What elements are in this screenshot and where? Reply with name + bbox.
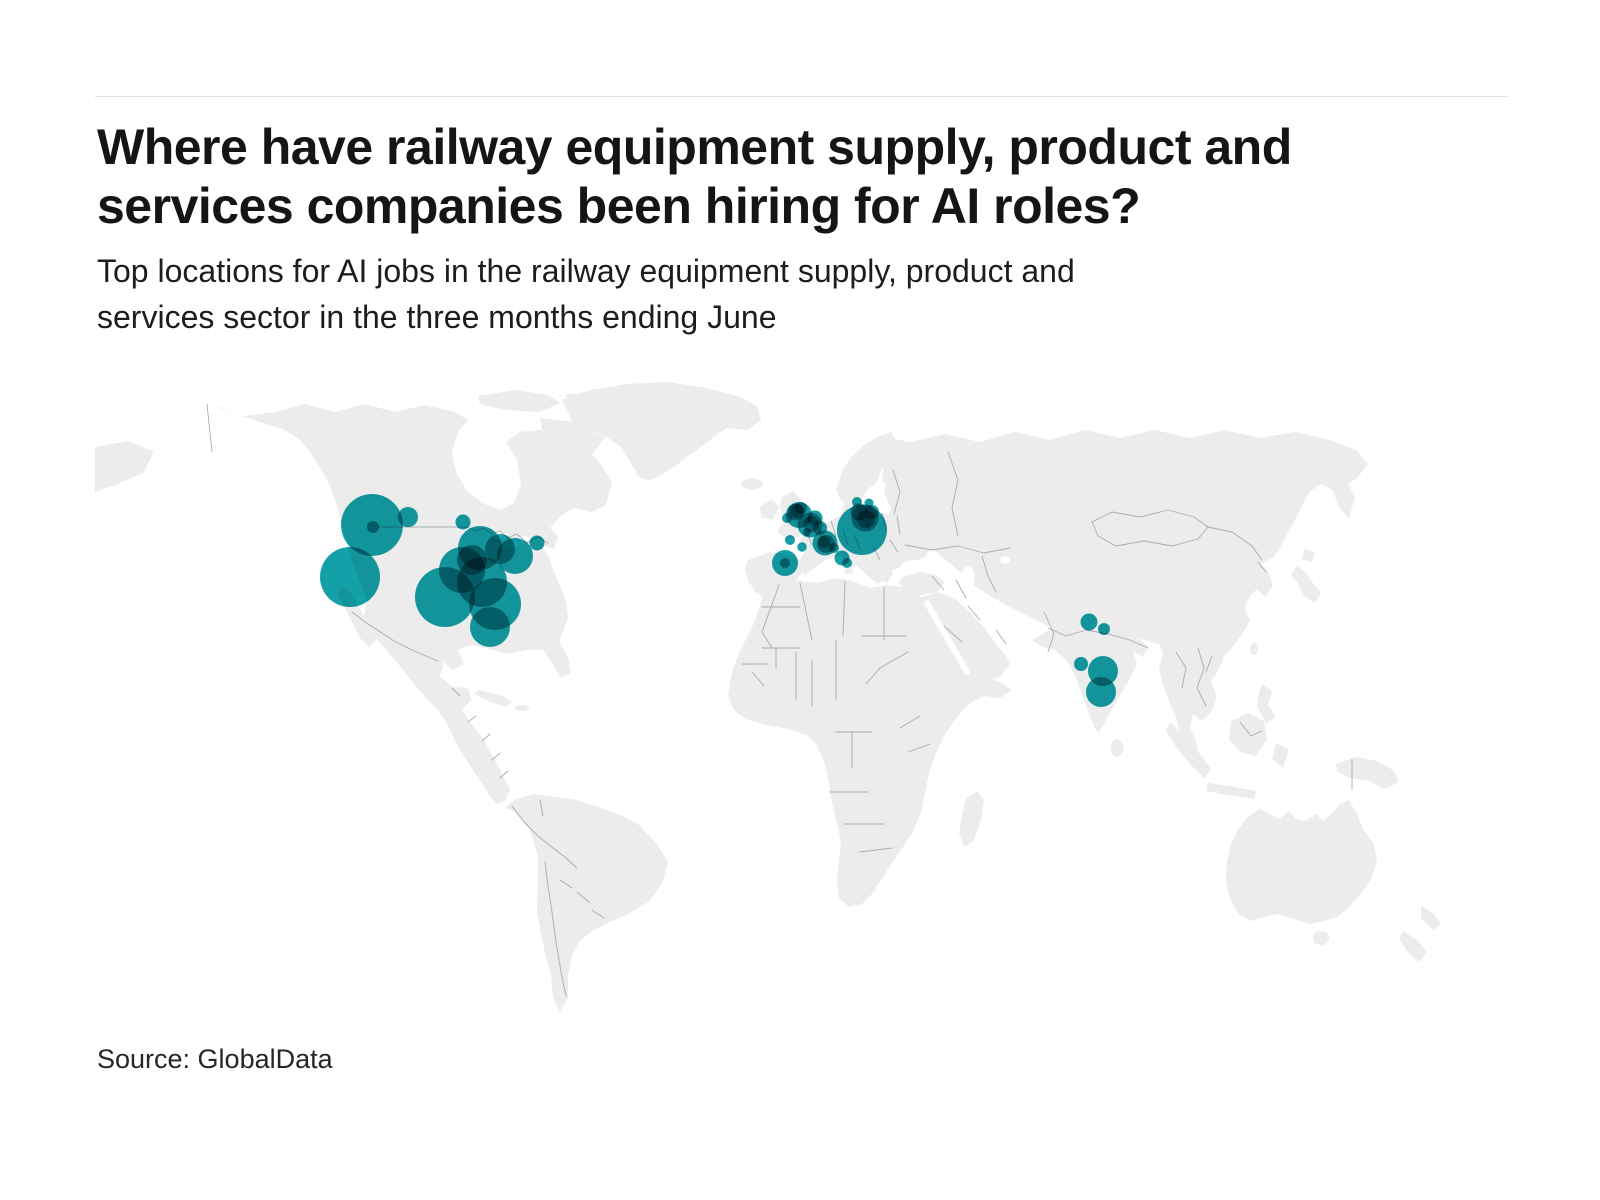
chart-title: Where have railway equipment supply, pro… <box>97 119 1292 234</box>
landmasses <box>95 382 1441 1012</box>
map-bubble <box>497 538 533 574</box>
map-bubble <box>842 558 852 568</box>
map-bubble <box>1074 657 1088 671</box>
map-bubble <box>785 535 795 545</box>
map-bubble <box>529 535 545 551</box>
map-bubble <box>864 498 874 508</box>
top-divider-rule <box>95 96 1507 97</box>
map-bubble <box>803 528 811 536</box>
map-bubble <box>367 521 379 533</box>
chart-subtitle: Top locations for AI jobs in the railway… <box>97 253 1075 336</box>
map-bubble <box>1080 613 1098 631</box>
map-bubble <box>455 514 471 530</box>
map-bubble <box>1086 677 1116 707</box>
map-bubble <box>852 497 862 507</box>
map-bubble <box>797 542 807 552</box>
map-bubble <box>818 536 830 548</box>
map-bubble <box>782 513 792 523</box>
map-bubble <box>813 521 827 535</box>
country-borders <box>206 403 1353 997</box>
map-bubble <box>398 507 418 527</box>
map-bubble <box>1098 623 1110 635</box>
map-bubble <box>415 567 475 627</box>
bubble-layer <box>320 494 1118 707</box>
map-bubble <box>470 607 510 647</box>
source-label: Source: GlobalData <box>97 1044 333 1074</box>
map-bubble <box>850 503 868 521</box>
map-bubble <box>320 547 380 607</box>
map-bubble <box>780 558 790 568</box>
map-bubble <box>829 543 839 553</box>
map-bubble <box>865 505 879 519</box>
